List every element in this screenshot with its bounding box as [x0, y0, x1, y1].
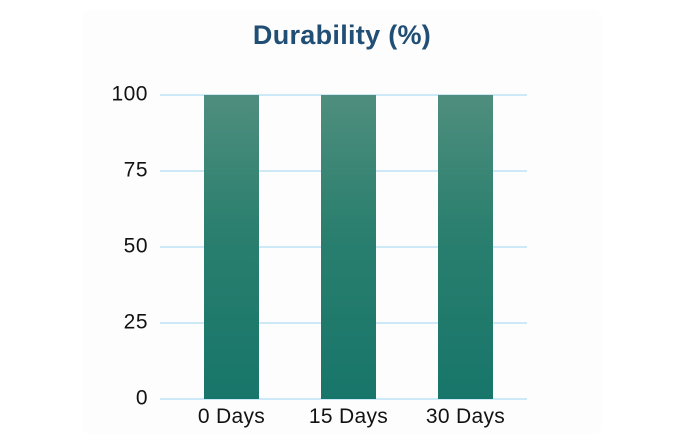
gridline-0: [160, 398, 527, 400]
bar-0-days: [204, 95, 259, 399]
bar-15-days: [321, 95, 376, 399]
x-tick-label-15-days: 15 Days: [308, 405, 389, 428]
y-tick-label-75: 75: [123, 158, 148, 182]
x-tick-label-30-days: 30 Days: [425, 405, 506, 428]
y-tick-label-50: 50: [123, 234, 148, 258]
bar-30-days: [438, 95, 493, 399]
chart-title: Durability (%): [252, 20, 432, 50]
x-tick-label-0-days: 0 Days: [197, 405, 266, 428]
y-tick-label-25: 25: [123, 310, 148, 334]
y-tick-label-100: 100: [111, 82, 148, 106]
y-tick-label-0: 0: [135, 386, 148, 410]
